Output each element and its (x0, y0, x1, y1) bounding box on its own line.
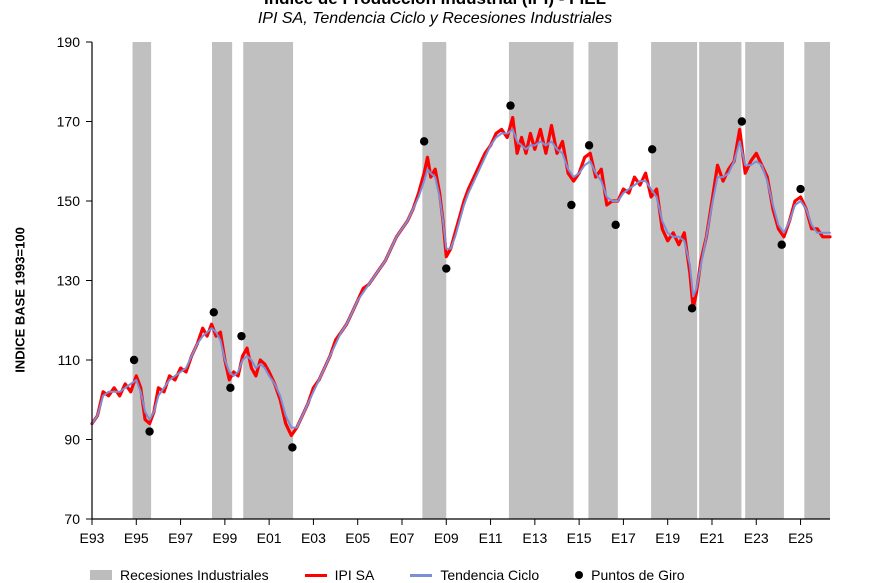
turning-point-1 (129, 355, 139, 365)
x-tick-label-E25: E25 (788, 530, 813, 546)
x-tick-label-E07: E07 (390, 530, 415, 546)
recession-band-3 (243, 42, 294, 519)
turning-point-16 (777, 240, 786, 249)
turning-point-4 (226, 383, 235, 393)
x-tick-label-E15: E15 (567, 530, 592, 546)
x-tick-label-E23: E23 (744, 530, 769, 546)
turning-point-14 (687, 304, 697, 313)
x-tick-label-E01: E01 (257, 530, 282, 546)
x-tick-label-E97: E97 (168, 530, 193, 546)
legend-swatch (304, 573, 327, 577)
x-tick-label-E93: E93 (80, 530, 105, 546)
recession-band-4 (422, 42, 447, 519)
turning-point-5 (237, 331, 246, 341)
x-tick-label-E17: E17 (611, 530, 636, 546)
legend-item-3: Tendencia Ciclo (410, 567, 539, 583)
turning-point-15 (737, 117, 747, 126)
turning-point-2 (145, 427, 154, 436)
legend-label: Recesiones Industriales (120, 567, 269, 583)
legend-label: Tendencia Ciclo (440, 567, 540, 583)
x-tick-label-E09: E09 (434, 530, 459, 546)
legend-label: Puntos de Giro (591, 567, 685, 583)
recession-band-1 (132, 42, 152, 519)
legend-swatch (575, 571, 584, 579)
turning-point-12 (611, 220, 620, 230)
turning-point-8 (442, 264, 451, 273)
recession-band-6 (588, 42, 618, 519)
y-tick-label-150: 150 (57, 193, 81, 209)
y-tick-label-90: 90 (64, 432, 80, 448)
legend-swatch (410, 573, 433, 577)
turning-point-10 (567, 200, 576, 210)
axes: 70 90 110 130 150 170 190 E93 E95 E97 E99 E01 E03 E05… (57, 34, 830, 546)
legend-swatch (90, 570, 112, 580)
y-tick-label-130: 130 (57, 273, 81, 289)
series-lines (90, 115, 832, 438)
x-tick-label-E19: E19 (655, 530, 680, 546)
legend-label: IPI SA (334, 567, 375, 583)
series-line-tendencia-ciclo (91, 128, 831, 429)
y-tick-label-170: 170 (57, 114, 81, 130)
turning-point-13 (647, 145, 657, 154)
x-tick-label-E03: E03 (301, 530, 326, 546)
x-tick-label-E95: E95 (124, 530, 149, 546)
chart-title: Índice de Producción Industrial (IPI) - … (0, 0, 870, 9)
recession-band-2 (212, 42, 233, 519)
turning-point-7 (419, 137, 429, 146)
chart-subtitle: IPI SA, Tendencia Ciclo y Recesiones Ind… (257, 10, 613, 27)
x-tick-label-E13: E13 (522, 530, 547, 546)
legend-item-2: IPI SA (304, 567, 375, 583)
turning-point-6 (288, 443, 297, 452)
turning-point-3 (209, 308, 218, 317)
recession-band-5 (508, 42, 574, 519)
y-tick-label-110: 110 (58, 352, 81, 368)
recession-bands (132, 42, 830, 519)
y-tick-label-70: 70 (64, 511, 80, 527)
y-tick-label-190: 190 (57, 34, 81, 50)
turning-point-17 (796, 184, 805, 194)
recession-band-10 (804, 42, 830, 519)
x-tick-label-E21: E21 (700, 530, 725, 546)
x-tick-label-E05: E05 (345, 530, 370, 546)
x-tick-label-E99: E99 (212, 530, 237, 546)
turning-point-11 (584, 141, 594, 150)
legend-item-4: Puntos de Giro (575, 567, 685, 583)
recession-band-8 (699, 42, 742, 519)
turning-points (129, 101, 805, 452)
x-tick-label-E11: E11 (479, 530, 503, 546)
legend: Recesiones Industriales IPI SA Tendencia C… (90, 567, 685, 583)
turning-point-9 (506, 101, 515, 110)
recession-band-9 (745, 42, 784, 519)
legend-item-1: Recesiones Industriales (90, 567, 269, 583)
